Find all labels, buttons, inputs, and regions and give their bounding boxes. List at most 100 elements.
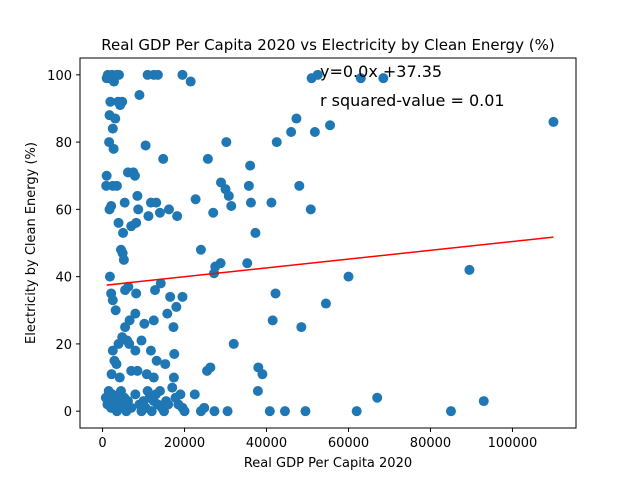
y-tick-label: 80: [55, 136, 72, 151]
y-tick-label: 60: [55, 203, 72, 218]
r-squared-label: r squared-value = 0.01: [320, 91, 505, 110]
data-point: [372, 392, 383, 403]
data-point: [110, 305, 121, 316]
data-point: [168, 322, 179, 333]
data-point: [312, 69, 323, 80]
data-point: [167, 382, 178, 393]
data-point: [464, 264, 475, 275]
data-point: [110, 113, 121, 124]
data-point: [189, 389, 200, 400]
data-point: [291, 113, 302, 124]
data-point: [104, 271, 115, 282]
data-point: [309, 127, 320, 137]
data-point: [242, 258, 253, 269]
data-point: [270, 288, 281, 299]
data-point: [140, 140, 151, 151]
chart-title: Real GDP Per Capita 2020 vs Electricity …: [101, 36, 554, 54]
data-point: [152, 69, 163, 80]
data-point: [179, 406, 190, 417]
data-point: [163, 399, 174, 410]
data-point: [118, 227, 129, 238]
data-point: [106, 369, 117, 380]
data-point: [300, 406, 311, 417]
y-tick-label: 0: [64, 405, 72, 420]
data-point: [104, 204, 115, 215]
data-point: [114, 372, 125, 383]
data-point: [113, 217, 124, 228]
x-tick-label: 80000: [410, 436, 451, 451]
regression-line: [106, 236, 554, 286]
data-point: [325, 120, 336, 131]
data-point: [143, 211, 154, 222]
data-point: [151, 197, 162, 208]
data-point: [131, 288, 142, 299]
data-point: [208, 207, 219, 218]
data-point: [286, 127, 297, 137]
data-point: [548, 116, 559, 127]
data-point: [126, 221, 137, 232]
data-point: [351, 406, 362, 417]
data-point: [320, 298, 331, 309]
y-axis-label: Electricity by Clean Energy (%): [24, 142, 39, 344]
data-point: [119, 197, 130, 208]
data-point: [104, 137, 115, 148]
data-point: [120, 322, 131, 333]
data-point: [105, 96, 116, 107]
data-point: [243, 180, 254, 191]
data-point: [445, 406, 456, 417]
data-point: [160, 359, 171, 370]
data-point: [202, 153, 213, 164]
data-point: [130, 389, 141, 400]
data-point: [169, 349, 180, 359]
data-point: [294, 180, 305, 191]
data-point: [117, 96, 128, 107]
data-point: [155, 278, 166, 289]
data-point: [107, 123, 118, 134]
data-point: [478, 396, 489, 407]
data-point: [148, 315, 159, 326]
data-point: [305, 204, 316, 215]
regression-equation: y=0.0x +37.35: [320, 62, 442, 81]
regression-line-group: [106, 236, 554, 286]
data-point: [271, 137, 282, 148]
data-point: [107, 295, 118, 306]
x-axis: 0 20000 40000 60000 80000 100000: [98, 428, 537, 451]
data-point: [154, 207, 165, 218]
data-point: [154, 386, 165, 396]
data-point: [124, 338, 135, 349]
data-point: [133, 204, 144, 215]
data-point: [355, 73, 366, 84]
data-point: [245, 197, 256, 208]
data-point: [130, 345, 141, 356]
data-point: [245, 160, 256, 171]
data-point: [129, 170, 140, 181]
x-tick-label: 0: [98, 436, 106, 451]
data-point: [264, 406, 275, 417]
data-point: [162, 308, 173, 319]
data-point: [177, 291, 188, 302]
data-point: [126, 402, 137, 413]
data-point: [222, 406, 233, 417]
x-axis-label: Real GDP Per Capita 2020: [244, 456, 412, 471]
x-tick-label: 100000: [488, 436, 538, 451]
data-point: [252, 386, 263, 396]
data-points: [100, 69, 559, 417]
data-point: [296, 322, 307, 333]
data-point: [111, 180, 122, 191]
data-point: [111, 69, 122, 80]
x-tick-label: 20000: [164, 436, 205, 451]
y-tick-label: 40: [55, 271, 72, 286]
data-point: [136, 402, 147, 413]
data-point: [190, 194, 201, 205]
data-point: [150, 285, 161, 296]
data-point: [171, 301, 182, 312]
data-point: [279, 406, 290, 417]
y-tick-label: 100: [47, 69, 72, 84]
data-point: [113, 338, 124, 349]
data-point: [101, 170, 112, 181]
data-point: [165, 291, 176, 302]
data-point: [177, 69, 188, 80]
y-axis: 0 20 40 60 80 100: [47, 69, 80, 420]
data-point: [343, 271, 354, 282]
data-point: [134, 90, 145, 100]
